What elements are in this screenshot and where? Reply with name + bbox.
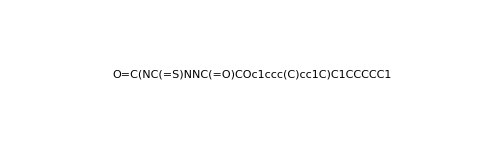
Text: O=C(NC(=S)NNC(=O)COc1ccc(C)cc1C)C1CCCCC1: O=C(NC(=S)NNC(=O)COc1ccc(C)cc1C)C1CCCCC1 (113, 70, 392, 80)
